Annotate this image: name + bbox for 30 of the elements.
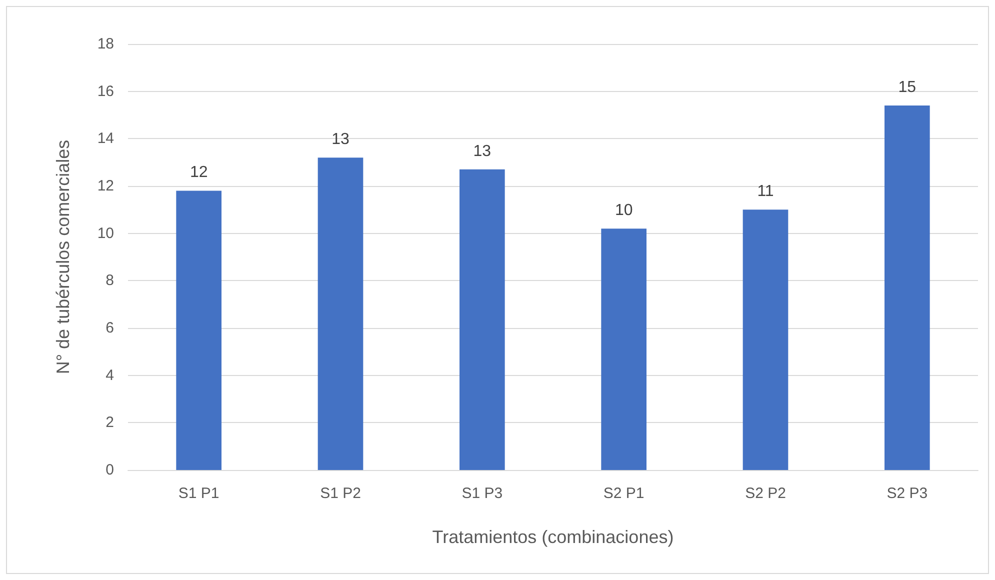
x-tick-label: S2 P1: [603, 485, 644, 502]
x-tick-label: S2 P3: [886, 485, 928, 502]
data-label: 13: [332, 131, 350, 148]
y-tick-label: 8: [106, 272, 114, 290]
data-label: 13: [473, 142, 492, 160]
bar: [176, 190, 222, 470]
x-tick-label: S1 P2: [320, 485, 361, 502]
data-label: 11: [757, 183, 774, 200]
y-tick-label: 6: [106, 320, 114, 336]
x-tick-label: S2 P2: [745, 485, 786, 502]
x-tick-label: S1 P1: [178, 485, 220, 502]
y-tick-label: 14: [97, 130, 114, 148]
y-tick-label: 16: [97, 82, 114, 100]
y-tick-label: 12: [97, 178, 114, 194]
y-axis-title: N° de tubérculos comerciales: [53, 140, 73, 374]
data-label: 12: [190, 164, 208, 182]
x-tick-label: S1 P3: [462, 485, 503, 502]
bar: [742, 210, 788, 470]
data-label: 15: [898, 79, 916, 96]
data-label: 10: [614, 202, 633, 220]
y-tick-label: 2: [106, 414, 114, 432]
x-axis-title: Tratamientos (combinaciones): [432, 527, 674, 547]
y-tick-label: 4: [106, 366, 114, 384]
bar: [601, 228, 646, 470]
bar: [884, 106, 930, 470]
y-tick-label: 18: [97, 36, 114, 52]
y-tick-label: 0: [106, 462, 114, 478]
y-tick-label: 10: [97, 224, 114, 242]
bar: [460, 169, 505, 470]
bar: [318, 158, 364, 470]
